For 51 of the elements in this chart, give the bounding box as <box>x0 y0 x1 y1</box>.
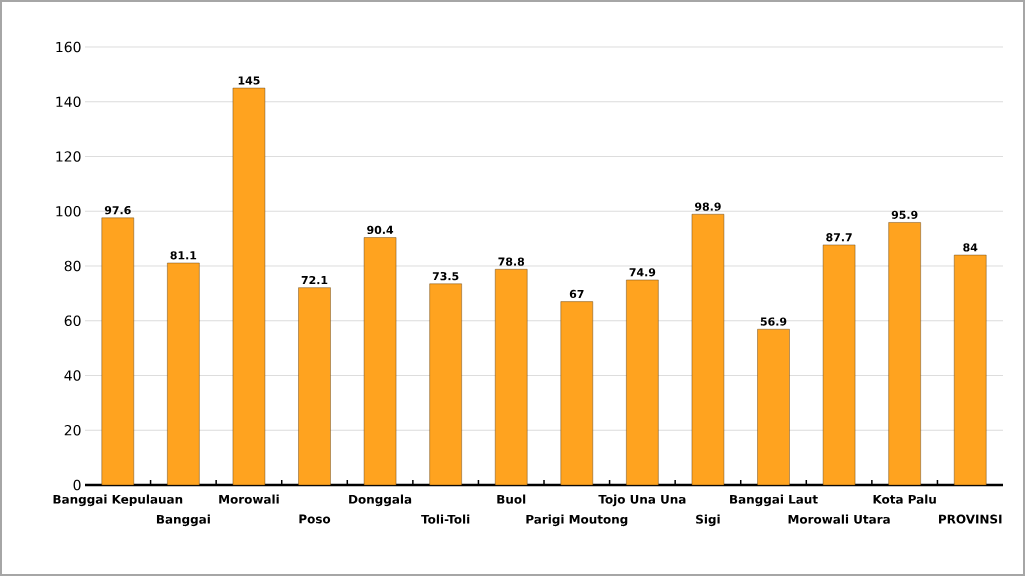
x-tick-label: Tojo Una Una <box>598 494 686 507</box>
data-label: 56.9 <box>760 317 787 326</box>
bar <box>167 262 200 486</box>
y-tick-label: 20 <box>64 424 81 436</box>
x-tick-label: Morowali Utara <box>788 514 890 524</box>
x-tick-label: Banggai Kepulauan <box>53 494 183 507</box>
data-label: 95.9 <box>891 210 918 219</box>
bar <box>101 217 134 486</box>
x-tick-label: PROVINSI <box>939 514 1002 524</box>
x-tick-label: Sigi <box>696 514 720 527</box>
bar <box>495 269 528 486</box>
data-label: 81.1 <box>170 251 197 260</box>
bar <box>232 87 266 486</box>
x-tick-label: Banggai <box>156 514 210 527</box>
x-tick-label: Poso <box>299 514 331 524</box>
bar <box>429 283 462 486</box>
data-label: 145 <box>238 76 260 85</box>
y-tick-label: 0 <box>73 479 81 491</box>
data-label: 74.9 <box>629 268 656 277</box>
y-tick-label: 80 <box>64 260 81 272</box>
x-tick-label: Kota Palu <box>873 494 936 504</box>
x-tick-label: Banggai Laut <box>730 494 818 507</box>
bar <box>954 254 987 486</box>
x-tick-label: Buol <box>497 494 526 504</box>
bar <box>691 214 725 486</box>
bar <box>888 222 921 486</box>
bar <box>822 244 856 486</box>
x-tick-label: Donggala <box>349 494 412 507</box>
bar <box>626 279 659 486</box>
data-label: 78.8 <box>498 257 525 266</box>
x-tick-label: Morowali <box>219 494 279 504</box>
data-label: 98.9 <box>694 202 721 211</box>
y-tick-label: 120 <box>56 151 81 162</box>
y-tick-label: 100 <box>56 205 81 217</box>
data-label: 90.4 <box>367 225 394 235</box>
y-tick-label: 40 <box>64 370 81 381</box>
bar <box>298 287 331 486</box>
y-tick-label: 60 <box>64 315 81 327</box>
data-label: 73.5 <box>432 271 459 281</box>
y-tick-label: 160 <box>56 41 81 53</box>
data-label: 84 <box>963 243 978 252</box>
bar <box>757 329 790 486</box>
x-tick-label: Toli-Toli <box>421 514 470 524</box>
bar <box>560 301 593 486</box>
data-label: 72.1 <box>301 275 328 285</box>
data-label: 67 <box>569 289 584 299</box>
y-tick-label: 140 <box>56 96 81 108</box>
data-label: 97.6 <box>104 206 131 215</box>
x-tick-label: Parigi Moutong <box>526 514 628 527</box>
bar <box>363 237 397 486</box>
data-label: 87.7 <box>826 233 852 242</box>
